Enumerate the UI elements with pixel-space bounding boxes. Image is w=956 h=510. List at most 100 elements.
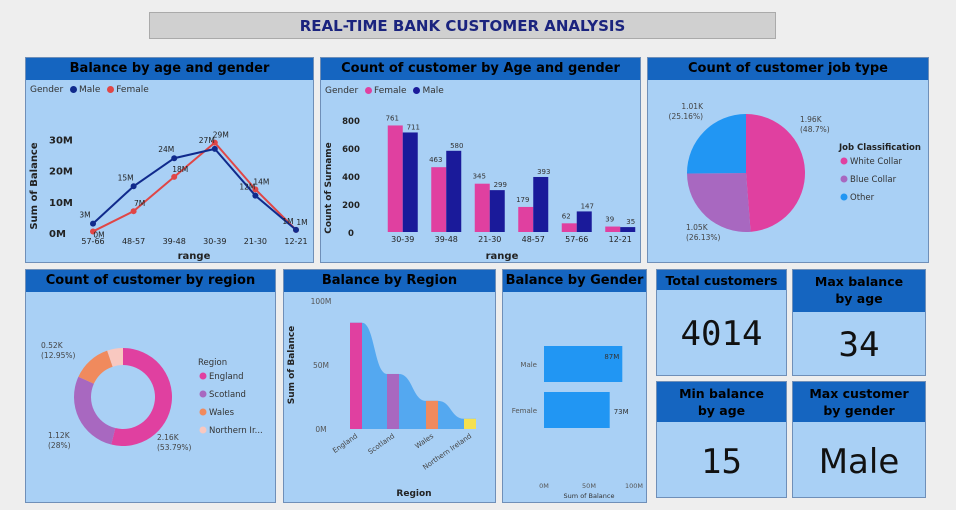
- slice-value-label: 0.52K: [41, 341, 64, 350]
- kpi-min-balance-age[interactable]: Min balance by age 15: [656, 381, 787, 498]
- slice-percent-label: (25.16%): [669, 112, 704, 121]
- data-label: 15M: [118, 173, 134, 182]
- x-tick-label: 100M: [625, 482, 643, 490]
- female-dot: [107, 86, 115, 93]
- region-bar: [464, 418, 476, 429]
- x-axis-label: range: [178, 251, 211, 262]
- legend-marker: [199, 408, 207, 416]
- area-chart[interactable]: 100M 50M 0M Sum of Balance Region England Scot…: [284, 270, 496, 503]
- x-tick-label: 39-48: [435, 235, 458, 244]
- female-dot: [365, 87, 373, 94]
- donut-slice-northern-ir-: [107, 348, 123, 367]
- data-point: [252, 186, 259, 193]
- x-axis-label: Region: [396, 489, 431, 499]
- slice-percent-label: (53.79%): [157, 443, 192, 452]
- balance-gender-card[interactable]: Balance by Gender Male 87M Female 73M 0M 50M 1…: [502, 269, 647, 503]
- legend-female: Female: [116, 85, 149, 95]
- legend-item: Wales: [209, 408, 235, 418]
- x-tick-label: 48-57: [522, 235, 545, 244]
- slice-value-label: 2.16K: [157, 433, 180, 442]
- balance-age-gender-card[interactable]: Balance by age and gender Gender Male Fe…: [25, 57, 314, 263]
- data-label: 179: [516, 196, 529, 204]
- y-tick-label: 10M: [49, 198, 73, 209]
- horizontal-bar-chart[interactable]: Male 87M Female 73M 0M 50M 100M Sum of Balance: [503, 270, 647, 503]
- count-age-gender-card[interactable]: Count of customer by Age and gender Gend…: [320, 57, 641, 263]
- region-donut-card[interactable]: Count of customer by region 2.16K (53.79%…: [25, 269, 276, 503]
- y-axis-label: Sum of Balance: [287, 326, 297, 405]
- ribbon-area: [350, 322, 476, 429]
- card-header: Count of customer job type: [648, 58, 928, 80]
- y-tick-label: 20M: [49, 167, 73, 178]
- legend: Gender Male Female: [30, 85, 149, 95]
- kpi-header: [657, 270, 786, 290]
- x-tick-label: 50M: [582, 482, 596, 490]
- bar-female: [561, 223, 577, 232]
- data-label: 87M: [604, 353, 619, 361]
- data-point: [130, 183, 137, 190]
- slice-percent-label: (48.7%): [800, 125, 830, 134]
- kpi-max-balance-age[interactable]: Max balance by age 34: [792, 269, 926, 376]
- data-label: 12M: [239, 183, 255, 192]
- series-line-female: [92, 141, 297, 233]
- y-tick-label: 0: [348, 229, 354, 239]
- legend-title: Region: [198, 358, 227, 368]
- pie-chart[interactable]: 1.96K(48.7%) 1.05K(26.13%) 1.01K(25.16%) Jo…: [648, 58, 929, 263]
- legend-item: Northern Ir...: [209, 426, 263, 436]
- kpi-label: Min balance by age: [679, 386, 764, 418]
- x-tick-label: 12-21: [609, 235, 632, 244]
- card-header: Balance by Region: [284, 270, 495, 292]
- card-header: Count of customer by region: [26, 270, 275, 292]
- data-label: 35: [626, 218, 635, 226]
- y-tick-label: 200: [342, 201, 360, 211]
- donut-slice-wales: [78, 350, 113, 384]
- y-axis-label: Sum of Balance: [29, 142, 40, 230]
- donut-chart[interactable]: 2.16K(53.79%) 1.12K(28%) 0.52K(12.95%) Regi…: [26, 270, 276, 503]
- legend-marker: [199, 426, 207, 434]
- kpi-header: [793, 382, 925, 422]
- data-label: 39: [605, 216, 614, 224]
- x-tick-label: 21-30: [244, 237, 267, 246]
- data-label: 24M: [158, 145, 174, 154]
- y-axis-label: Count of Surname: [324, 142, 334, 234]
- y-tick-label: 50M: [313, 361, 329, 370]
- bar-chart[interactable]: 800 600 400 200 0 Count of Surname range 30-39 7…: [321, 58, 641, 263]
- slice-percent-label: (28%): [48, 441, 71, 450]
- x-tick-label: 12-21: [284, 237, 307, 246]
- data-point: [90, 228, 96, 235]
- balance-region-card[interactable]: Balance by Region 100M 50M 0M Sum of Balanc…: [283, 269, 496, 503]
- slice-value-label: 1.01K: [681, 102, 704, 111]
- x-tick-label: 57-66: [565, 235, 588, 244]
- kpi-max-customer-gender[interactable]: Max customer by gender Male: [792, 381, 926, 498]
- legend-male: Male: [422, 86, 444, 96]
- data-point: [293, 226, 299, 233]
- job-type-card[interactable]: Count of customer job type 1.96K (48.7%) 1…: [647, 57, 929, 263]
- bar-female: [474, 183, 490, 232]
- data-label: 463: [429, 156, 442, 164]
- bar-female: [387, 125, 403, 232]
- card-header: Count of customer by Age and gender: [321, 58, 640, 80]
- kpi-value: 15: [701, 442, 742, 482]
- donut-slice-england: [111, 348, 173, 446]
- x-tick-label: 57-66: [81, 237, 104, 246]
- kpi-value: Male: [818, 442, 900, 482]
- slice-value-label: 1.05K: [686, 223, 709, 232]
- bar-male: [544, 346, 623, 382]
- data-point: [211, 139, 218, 146]
- data-label: 14M: [253, 177, 269, 186]
- bar-male: [576, 211, 592, 232]
- card-header: Balance by age and gender: [26, 58, 313, 80]
- legend-marker: [840, 193, 848, 201]
- donut-slice-scotland: [74, 376, 116, 445]
- x-tick-label: 30-39: [203, 237, 226, 246]
- kpi-total-customers[interactable]: Total customers 4014: [656, 269, 787, 376]
- kpi-header: [657, 382, 786, 422]
- legend-title: Gender: [325, 86, 359, 96]
- kpi-label: Total customers: [665, 273, 778, 288]
- data-label: 29M: [213, 131, 229, 140]
- data-point: [130, 208, 137, 215]
- legend-title: Job Classification: [838, 143, 921, 153]
- region-bar: [387, 373, 399, 429]
- data-label: 761: [386, 114, 399, 122]
- x-tick-label: 39-48: [163, 237, 186, 246]
